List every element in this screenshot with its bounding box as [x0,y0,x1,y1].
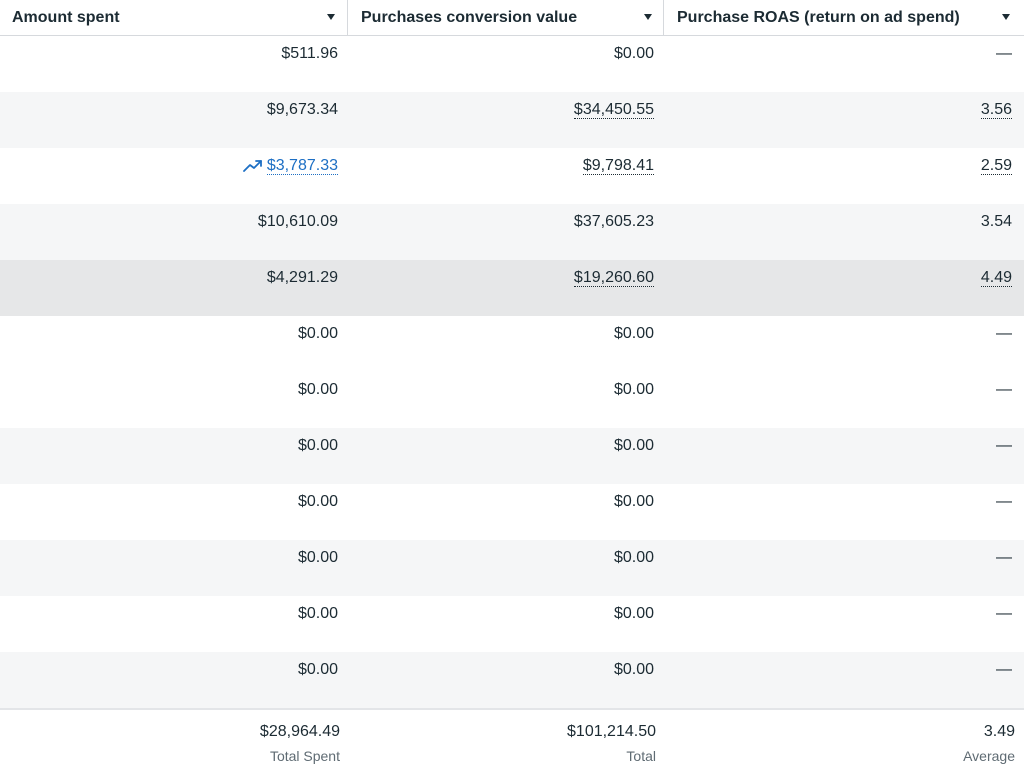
amount-spent-cell: $0.00 [297,493,338,510]
roas-cell[interactable]: 4.49 [980,269,1012,287]
conversion-value-cell: $0.00 [613,45,654,62]
table-row[interactable]: $511.96 $0.00 — [0,36,1024,92]
conversion-value-cell: $0.00 [613,493,654,510]
caret-down-icon[interactable] [327,14,335,20]
total-conversion-value: $101,214.50 [567,723,656,740]
conversion-value-cell: $0.00 [613,325,654,342]
table-row[interactable]: $0.00 $0.00 — [0,428,1024,484]
column-header-label: Purchase ROAS (return on ad spend) [677,8,960,26]
amount-spent-link[interactable]: $3,787.33 [242,157,338,175]
total-amount-spent: $28,964.49 [259,723,340,740]
table-row[interactable]: $9,673.34 $34,450.55 3.56 [0,92,1024,148]
amount-spent-cell: $0.00 [297,661,338,678]
roas-cell[interactable]: 2.59 [980,157,1012,175]
table-row[interactable]: $0.00 $0.00 — [0,484,1024,540]
amount-spent-cell: $511.96 [281,45,338,62]
column-header-label: Amount spent [12,8,120,26]
conversion-value-cell: $0.00 [613,381,654,398]
table-row[interactable]: $4,291.29 $19,260.60 4.49 [0,260,1024,316]
column-header-label: Purchases conversion value [361,8,578,26]
amount-spent-cell: $0.00 [297,549,338,566]
amount-spent-cell: $9,673.34 [266,101,338,118]
amount-spent-cell: $10,610.09 [257,213,338,230]
caret-down-icon[interactable] [644,14,652,20]
column-header-purchases-conversion-value[interactable]: Purchases conversion value [347,0,663,35]
average-roas-label: Average [963,748,1015,764]
roas-cell: — [996,661,1012,678]
roas-cell: — [996,325,1012,342]
roas-cell: — [996,605,1012,622]
trend-up-icon [242,160,262,172]
table-header: Amount spent Purchases conversion value … [0,0,1024,36]
roas-cell: — [996,381,1012,398]
conversion-value-cell[interactable]: $34,450.55 [573,101,654,119]
total-amount-spent-label: Total Spent [269,748,340,764]
conversion-value-cell: $0.00 [613,549,654,566]
roas-cell: — [996,549,1012,566]
table-row[interactable]: $0.00 $0.00 — [0,652,1024,708]
column-header-amount-spent[interactable]: Amount spent [0,0,347,35]
table-row[interactable]: $3,787.33 $9,798.41 2.59 [0,148,1024,204]
conversion-value-cell[interactable]: $19,260.60 [573,269,654,287]
amount-spent-cell: $0.00 [297,437,338,454]
conversion-value-cell: $0.00 [613,661,654,678]
column-header-purchase-roas[interactable]: Purchase ROAS (return on ad spend) [663,0,1024,35]
totals-row: $28,964.49 Total Spent $101,214.50 Total… [0,708,1024,782]
table-row[interactable]: $10,610.09 $37,605.23 3.54 [0,204,1024,260]
table-row[interactable]: $0.00 $0.00 — [0,540,1024,596]
roas-cell: 3.54 [980,213,1012,230]
table-row[interactable]: $0.00 $0.00 — [0,372,1024,428]
conversion-value-cell: $37,605.23 [573,213,654,230]
table-row[interactable]: $0.00 $0.00 — [0,596,1024,652]
roas-cell: — [996,437,1012,454]
conversion-value-cell: $0.00 [613,437,654,454]
caret-down-icon[interactable] [1002,14,1010,20]
conversion-value-cell[interactable]: $9,798.41 [582,157,654,175]
amount-spent-cell: $0.00 [297,381,338,398]
table-row[interactable]: $0.00 $0.00 — [0,316,1024,372]
conversion-value-cell: $0.00 [613,605,654,622]
average-roas: 3.49 [983,723,1015,740]
roas-cell: — [996,493,1012,510]
roas-cell[interactable]: 3.56 [980,101,1012,119]
table-body: $511.96 $0.00 — $9,673.34 $34,450.55 3.5… [0,36,1024,708]
total-conversion-value-label: Total [626,748,656,764]
roas-cell: — [996,45,1012,62]
amount-spent-cell: $0.00 [297,605,338,622]
amount-spent-cell: $4,291.29 [266,269,338,286]
amount-spent-cell: $0.00 [297,325,338,342]
amount-spent-link-text[interactable]: $3,787.33 [266,157,338,175]
